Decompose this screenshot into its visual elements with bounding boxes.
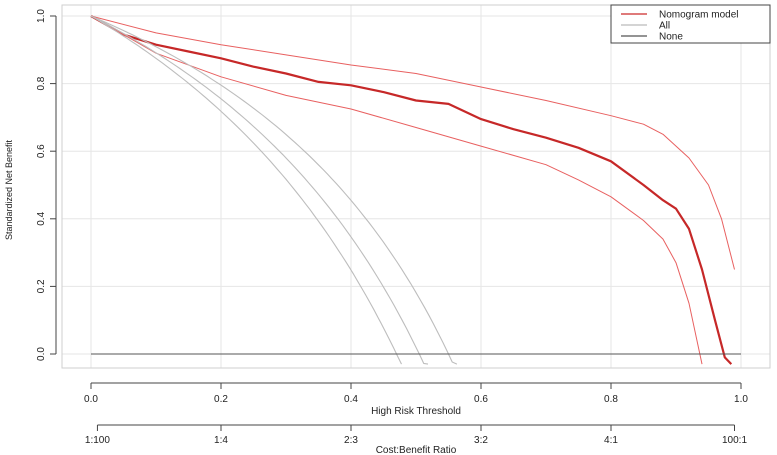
plot-frame: [61, 4, 771, 369]
axes: 0.0 0.2 0.4 0.6 0.8 1.0 0.0 0.2 0.4 0.6 0.8 1.0 1:10…: [36, 9, 748, 446]
legend-label: Nomogram model: [659, 10, 738, 21]
plot-border: [61, 4, 771, 369]
series-lines: [90, 15, 741, 365]
nomogram-model-line: [90, 15, 733, 365]
ratio-tick-label: 3:2: [474, 435, 488, 446]
y-tick-label: 0.4: [36, 211, 47, 225]
grid: [62, 5, 770, 368]
x-tick-label: 0.0: [84, 394, 98, 405]
legend-label: All: [659, 21, 670, 32]
legend-box: [610, 4, 771, 44]
treat-all-line: [90, 15, 458, 365]
y-tick-label: 0.6: [36, 144, 47, 158]
x-tick-label: 1.0: [734, 394, 748, 405]
y-axis-title: Standardized Net Benefit: [4, 139, 14, 240]
x-tick-label: 0.8: [604, 394, 618, 405]
ratio-axis-title: Cost:Benefit Ratio: [376, 445, 457, 455]
legend-label: None: [659, 32, 683, 43]
nomogram-ci-line: [90, 15, 735, 270]
treat-all-line: [90, 15, 429, 365]
y-tick-label: 0.0: [36, 347, 47, 361]
ratio-tick-label: 1:100: [85, 435, 110, 446]
y-tick-label: 0.8: [36, 76, 47, 90]
x-tick-label: 0.4: [344, 394, 358, 405]
x-tick-label: 0.6: [474, 394, 488, 405]
ratio-tick-label: 1:4: [214, 435, 228, 446]
x-axis-title: High Risk Threshold: [371, 406, 461, 417]
nomogram-ci-line: [90, 15, 703, 365]
y-tick-label: 1.0: [36, 9, 47, 23]
x-tick-label: 0.2: [214, 394, 228, 405]
y-tick-label: 0.2: [36, 279, 47, 293]
ratio-tick-label: 4:1: [604, 435, 618, 446]
treat-all-line: [90, 15, 402, 365]
ratio-tick-label: 2:3: [344, 435, 358, 446]
ratio-tick-label: 100:1: [722, 435, 747, 446]
